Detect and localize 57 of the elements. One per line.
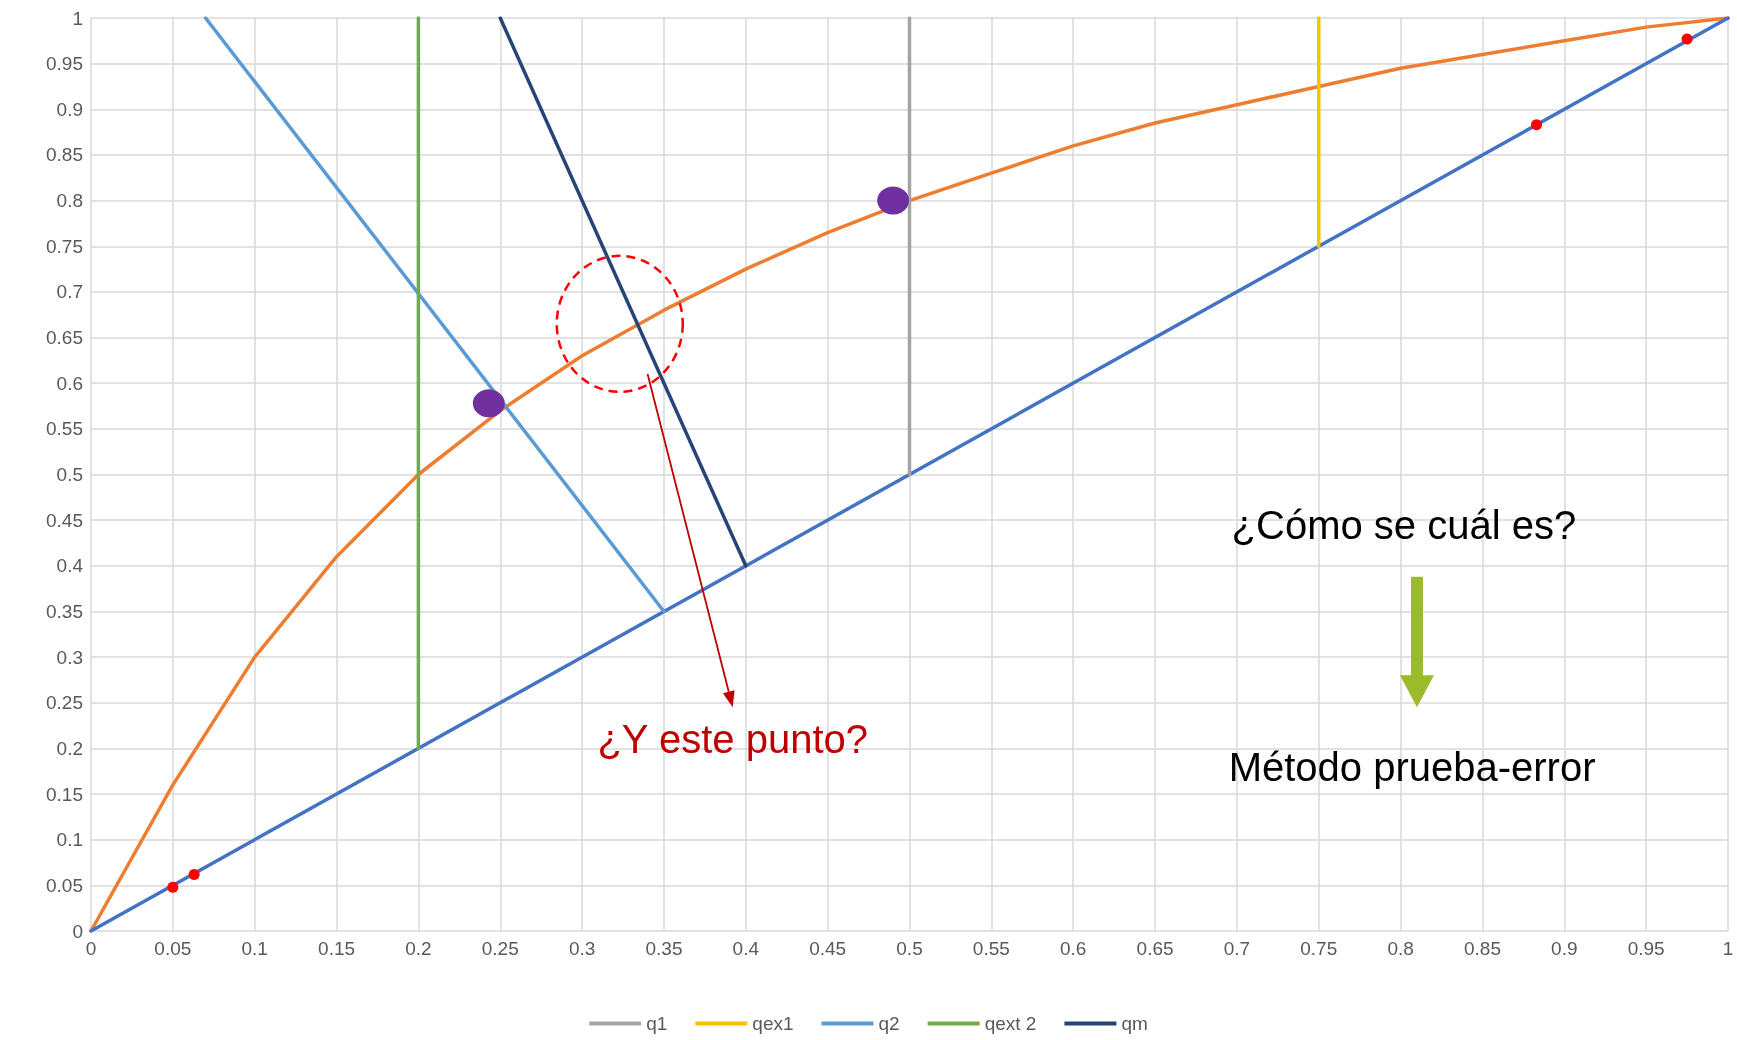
y-tick-label: 0.6 (56, 372, 83, 394)
point (1530, 119, 1542, 131)
x-tick-label: 0.95 (1627, 938, 1665, 959)
y-tick-label: 0.8 (56, 190, 83, 212)
y-tick-label: 0.15 (46, 783, 83, 805)
point (472, 389, 505, 418)
y-tick-label: 1 (72, 7, 83, 29)
y-tick-label: 0.05 (46, 874, 83, 896)
point (167, 881, 179, 893)
point (188, 868, 200, 880)
x-tick-label: 0.65 (1136, 938, 1174, 959)
legend-label: q1 (646, 1013, 668, 1034)
y-tick-label: 0 (72, 920, 83, 942)
legend-label: qex1 (752, 1013, 794, 1034)
x-tick-label: 0.45 (809, 938, 847, 959)
y-tick-label: 0.4 (56, 555, 84, 577)
y-tick-label: 0.9 (56, 98, 83, 120)
legend-label: qext 2 (984, 1013, 1037, 1034)
x-tick-label: 0.9 (1551, 938, 1578, 959)
y-tick-label: 0.55 (46, 418, 83, 440)
y-tick-label: 0.5 (56, 464, 83, 485)
x-tick-label: 0.7 (1223, 938, 1251, 959)
annotation: Método prueba-error (1228, 744, 1596, 789)
x-tick-label: 0.55 (972, 938, 1010, 959)
y-tick-label: 0.95 (46, 53, 83, 75)
point (877, 186, 910, 215)
x-tick-label: 1 (1722, 938, 1734, 959)
y-tick-label: 0.65 (46, 327, 83, 349)
y-tick-label: 0.3 (56, 646, 83, 668)
y-tick-label: 0.85 (46, 144, 83, 166)
x-tick-label: 0 (85, 938, 97, 959)
legend-label: q2 (878, 1013, 900, 1034)
x-tick-label: 0.15 (318, 938, 356, 959)
point (1681, 33, 1693, 45)
annotation: ¿Cómo se cuál es? (1231, 502, 1577, 547)
x-tick-label: 0.8 (1387, 938, 1414, 959)
x-tick-label: 0.4 (732, 938, 760, 959)
y-tick-label: 0.25 (46, 692, 83, 714)
line-series (89, 16, 1730, 933)
x-tick-label: 0.75 (1300, 938, 1338, 959)
y-tick-label: 0.35 (46, 600, 83, 622)
x-tick-label: 0.1 (241, 938, 268, 959)
annotation: ¿Y este punto? (597, 717, 868, 762)
y-tick-label: 0.75 (46, 235, 83, 257)
legend-label: qm (1121, 1013, 1148, 1034)
x-tick-label: 0.3 (568, 938, 596, 959)
x-tick-label: 0.35 (645, 938, 683, 959)
x-tick-label: 0.05 (154, 938, 192, 959)
y-tick-label: 0.45 (46, 509, 83, 531)
x-tick-label: 0.25 (481, 938, 519, 959)
y-tick-label: 0.2 (56, 737, 83, 759)
x-tick-label: 0.5 (896, 938, 923, 959)
y-tick-label: 0.1 (56, 829, 83, 851)
y-tick-label: 0.7 (56, 281, 83, 303)
x-tick-label: 0.6 (1059, 938, 1087, 959)
x-tick-label: 0.85 (1463, 938, 1501, 959)
x-tick-label: 0.2 (405, 938, 432, 959)
